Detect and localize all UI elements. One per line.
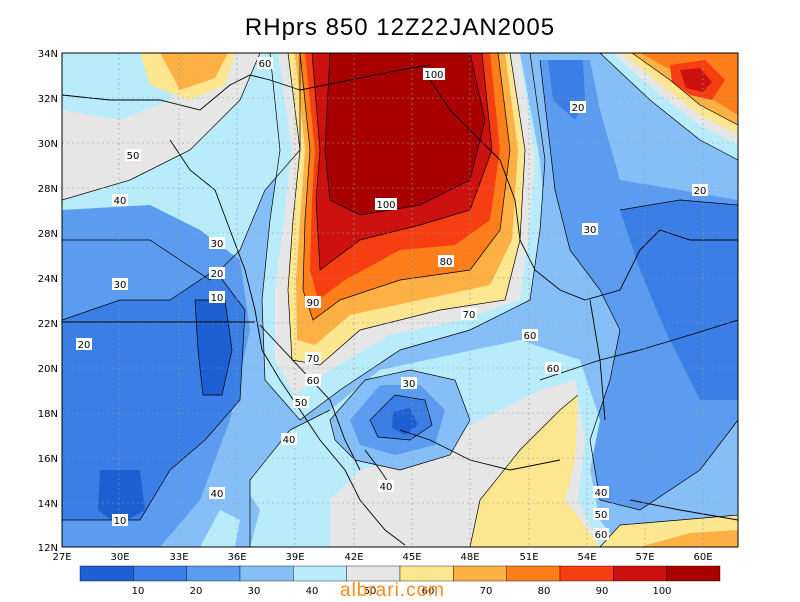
lat-tick-label: 18N [38, 409, 58, 420]
lat-tick-label: 22N [38, 319, 58, 330]
map-frame [61, 52, 739, 548]
watermark-text: albrari.com [340, 580, 445, 601]
colorbar-label: 50 [364, 586, 377, 597]
colorbar-swatch [453, 565, 507, 582]
colorbar-swatch [239, 565, 294, 582]
colorbar-swatch [133, 565, 187, 582]
contour-label: 70 [463, 310, 476, 321]
colorbar-label: 40 [306, 586, 319, 597]
colorbar-swatch [186, 565, 241, 582]
contour-label: 20 [78, 340, 91, 351]
lon-tick-label: 45E [402, 552, 421, 563]
contour-label: 40 [211, 489, 224, 500]
contour-label: 10 [211, 293, 224, 304]
lat-tick-label: 12N [38, 543, 58, 554]
lon-tick-label: 30E [110, 552, 129, 563]
contour-label: 40 [283, 435, 296, 446]
colorbar-swatch [559, 565, 614, 582]
lat-tick-label: 14N [38, 499, 58, 510]
contour-label: 60 [307, 376, 320, 387]
map-title: RHprs 850 12Z22JAN2005 [244, 14, 556, 41]
lon-tick-label: 42E [344, 552, 363, 563]
lat-tick-label: 28N [38, 229, 58, 240]
contour-label: 20 [211, 269, 224, 280]
contour-label: 50 [295, 398, 308, 409]
colorbar-label: 100 [652, 586, 671, 597]
lon-tick-label: 60E [693, 552, 712, 563]
colorbar-label: 30 [248, 586, 261, 597]
colorbar-label: 80 [538, 586, 551, 597]
colorbar-swatch [346, 565, 401, 582]
lon-tick-label: 33E [169, 552, 188, 563]
colorbar-label: 10 [132, 586, 145, 597]
colorbar-swatch [79, 565, 134, 582]
contour-label: 50 [595, 510, 608, 521]
colorbar-label: 90 [596, 586, 609, 597]
contour-label: 30 [403, 379, 416, 390]
contour-label: 60 [547, 364, 560, 375]
contour-label: 20 [694, 186, 707, 197]
colorbar-swatch [613, 565, 667, 582]
contour-label: 60 [259, 59, 272, 70]
contour-label: 30 [211, 239, 224, 250]
contour-label: 100 [376, 200, 395, 211]
colorbar-swatch [506, 565, 561, 582]
lat-tick-label: 20N [38, 364, 58, 375]
colorbar-swatch [666, 565, 721, 582]
lon-tick-label: 57E [635, 552, 654, 563]
contour-label: 90 [307, 298, 320, 309]
colorbar-label: 60 [422, 586, 435, 597]
contour-labels: 60 100 20 50 40 100 20 30 80 30 20 30 10… [76, 57, 708, 541]
contour-label: 30 [584, 225, 597, 236]
grid-lines [62, 53, 738, 547]
contour-lines [62, 53, 738, 547]
colorbar-swatch [293, 565, 347, 582]
colorbar: 10 20 30 40 50 60 70 80 90 100 [79, 565, 721, 597]
latitude-axis: 34N 32N 30N 28N 28N 24N 22N 20N 18N 16N … [38, 49, 58, 554]
contour-label: 60 [595, 530, 608, 541]
lon-tick-label: 36E [227, 552, 246, 563]
lon-tick-label: 54E [577, 552, 596, 563]
lat-tick-label: 34N [38, 49, 58, 60]
lat-tick-label: 30N [38, 139, 58, 150]
colorbar-label: 70 [480, 586, 493, 597]
lon-tick-label: 51E [519, 552, 538, 563]
contour-label: 20 [572, 103, 585, 114]
longitude-axis: 27E 30E 33E 36E 39E 42E 45E 48E 51E 54E … [52, 552, 712, 563]
contour-label: 80 [440, 257, 453, 268]
contour-label: 10 [114, 516, 127, 527]
contour-label: 40 [114, 196, 127, 207]
lat-tick-label: 32N [38, 94, 58, 105]
contour-label: 50 [127, 151, 140, 162]
contour-label: 30 [114, 280, 127, 291]
contour-label: 40 [380, 482, 393, 493]
colorbar-label: 20 [190, 586, 203, 597]
lon-tick-label: 27E [52, 552, 71, 563]
colorbar-swatches [79, 565, 721, 582]
lat-tick-label: 16N [38, 454, 58, 465]
colorbar-labels: 10 20 30 40 50 60 70 80 90 100 [132, 586, 672, 597]
colorbar-swatch [399, 565, 454, 582]
contour-label: 70 [307, 354, 320, 365]
contour-label: 100 [424, 70, 443, 81]
contour-label: 40 [595, 488, 608, 499]
lon-tick-label: 39E [285, 552, 304, 563]
lat-tick-label: 28N [38, 184, 58, 195]
contour-label: 60 [524, 331, 537, 342]
lat-tick-label: 24N [38, 274, 58, 285]
lon-tick-label: 48E [460, 552, 479, 563]
